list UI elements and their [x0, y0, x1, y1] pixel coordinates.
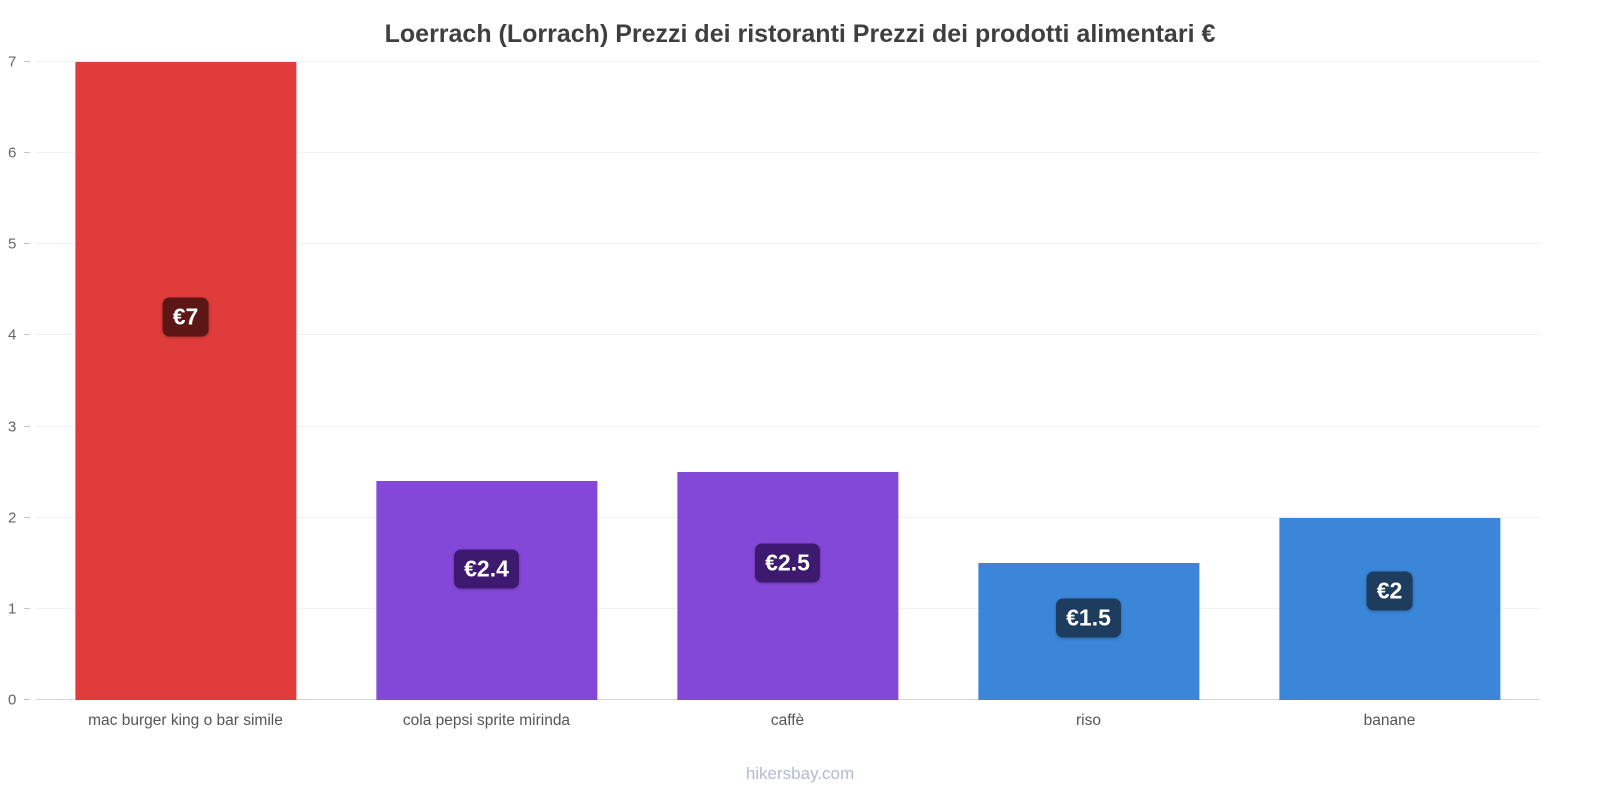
y-axis-tickmark	[24, 243, 30, 245]
y-axis-tick-label: 5	[8, 235, 17, 253]
x-axis-label: banane	[1363, 712, 1416, 729]
y-axis: 0 1 2 3 4 5 6 7	[0, 55, 30, 708]
gridline	[35, 334, 1540, 336]
y-axis-tickmark	[24, 334, 30, 336]
value-label: €7	[162, 297, 209, 337]
plot-area: €7 €2.4 €2.5 €1.5 €2	[35, 61, 1540, 700]
y-axis-tick-label: 3	[8, 418, 17, 436]
gridline	[35, 61, 1540, 62]
x-axis-label: mac burger king o bar simile	[88, 712, 283, 729]
value-label: €1.5	[1056, 598, 1121, 638]
x-axis-labels: mac burger king o bar simile cola pepsi s…	[35, 712, 1540, 730]
y-axis-tick-label: 2	[8, 509, 17, 527]
gridline	[35, 152, 1540, 154]
y-axis-tickmark	[24, 607, 30, 609]
y-axis-tick-label: 0	[8, 691, 17, 709]
value-label: €2.4	[454, 549, 519, 589]
x-axis-label: cola pepsi sprite mirinda	[402, 712, 571, 729]
y-axis-tickmark	[24, 699, 30, 700]
bar-riso: €1.5	[977, 563, 1200, 700]
bar-caffè: €2.5	[676, 472, 899, 700]
watermark: hikersbay.com	[745, 764, 855, 783]
x-axis-label: caffè	[770, 712, 805, 729]
bar-banane: €2	[1278, 517, 1501, 700]
gridline	[35, 243, 1540, 245]
gridline	[35, 425, 1540, 427]
x-axis-label: riso	[1076, 712, 1101, 729]
y-axis-tick-label: 7	[8, 53, 17, 71]
y-axis-tickmark	[24, 61, 30, 62]
chart-title: Loerrach (Lorrach) Prezzi dei ristoranti…	[384, 20, 1216, 48]
y-axis-tickmark	[24, 152, 30, 154]
y-axis-tickmark	[24, 425, 30, 427]
value-label: €2.5	[755, 543, 820, 583]
y-axis-tick-label: 1	[8, 600, 17, 618]
bar-mac-burger-king-o-bar-simile: €7	[74, 62, 297, 700]
bar-cola-pepsi-sprite-mirinda: €2.4	[375, 481, 598, 700]
y-axis-tick-label: 4	[8, 326, 17, 344]
y-axis-tick-label: 6	[8, 144, 17, 162]
value-label: €2	[1366, 571, 1413, 611]
y-axis-tickmark	[24, 516, 30, 518]
